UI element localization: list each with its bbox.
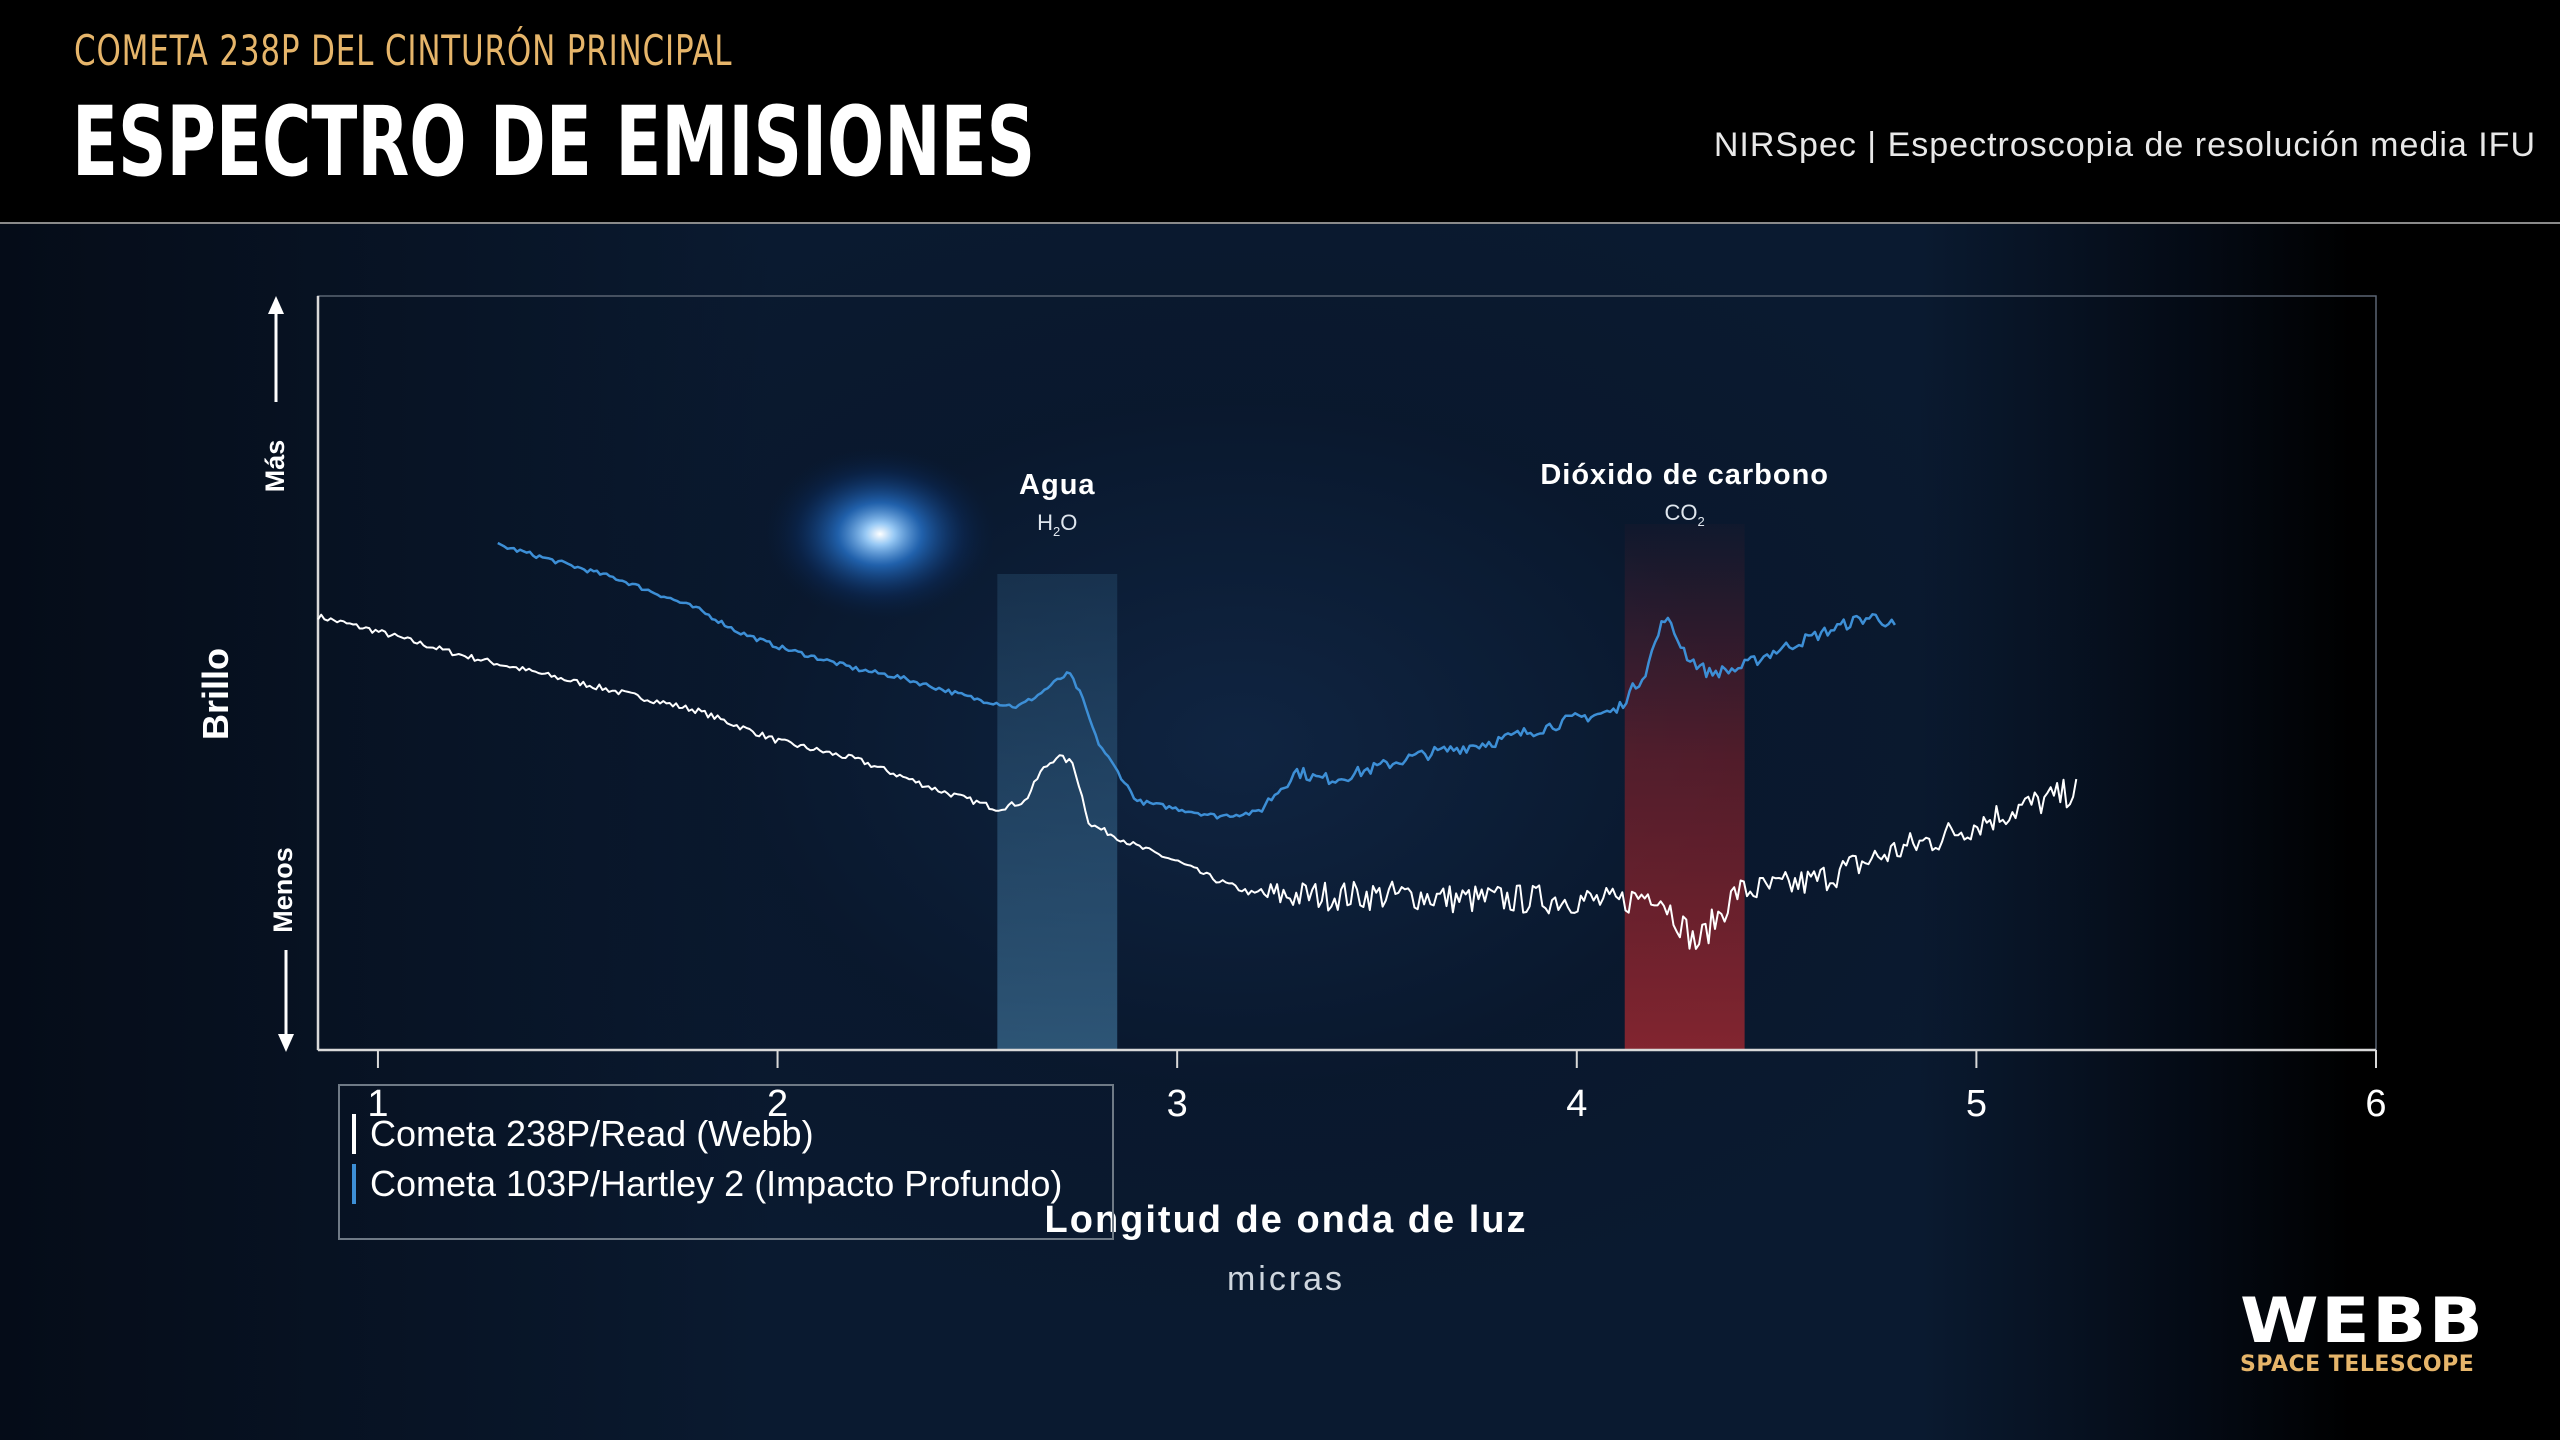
series-line-webb (317, 613, 2078, 950)
x-tick-label-5: 5 (1966, 1083, 1987, 1125)
legend-swatch-deep-impact (352, 1164, 356, 1204)
x-axis-label: Longitud de onda de luz (1045, 1199, 1528, 1241)
co2-band (1624, 524, 1745, 1050)
x-tick-label-3: 3 (1167, 1083, 1188, 1125)
x-tick-label-4: 4 (1566, 1083, 1587, 1125)
legend-swatch-webb (352, 1114, 356, 1154)
series-line-deep-impact (497, 541, 1896, 820)
webb-logo: WEBB SPACE TELESCOPE (2240, 1290, 2500, 1380)
y-axis-label: Brillo (195, 648, 236, 740)
water-band-label: Agua (1019, 469, 1096, 501)
y-low-label: Menos (268, 847, 298, 933)
logo-word: WEBB (2240, 1284, 2486, 1357)
x-tick-label-2: 2 (767, 1083, 788, 1125)
water-formula: H2O (1037, 510, 1077, 539)
co2-band-label: Dióxido de carbono (1540, 459, 1829, 491)
co2-formula: CO2 (1665, 500, 1705, 529)
x-tick-label-1: 1 (367, 1083, 388, 1125)
legend-item-webb: Cometa 238P/Read (Webb) (352, 1112, 814, 1156)
comet-image (760, 444, 1000, 624)
instrument-label: NIRSpec | Espectroscopia de resolución m… (1713, 126, 2536, 164)
emission-spectrum-chart: 1 2 3 4 5 6 Agua H2O Dióxido de carbono CO2 Longi… (195, 295, 2387, 1298)
logo-subtitle: SPACE TELESCOPE (2240, 1352, 2475, 1377)
y-high-label: Más (260, 440, 290, 493)
plot-frame (317, 295, 2377, 1051)
header: COMETA 238P DEL CINTURÓN PRINCIPAL ESPEC… (0, 0, 2560, 224)
arrow-down-icon (278, 1034, 294, 1052)
chart-area: 1 2 3 4 5 6 Agua H2O Dióxido de carbono CO2 Longi… (0, 224, 2560, 1440)
page-supertitle: COMETA 238P DEL CINTURÓN PRINCIPAL (74, 26, 733, 75)
water-band (997, 574, 1118, 1050)
legend-label-deep-impact: Cometa 103P/Hartley 2 (Impacto Profundo) (370, 1163, 1063, 1204)
legend-label-webb: Cometa 238P/Read (Webb) (370, 1113, 814, 1154)
legend-item-deep-impact: Cometa 103P/Hartley 2 (Impacto Profundo) (352, 1162, 1062, 1206)
arrow-up-icon (268, 296, 284, 314)
x-tick-label-6: 6 (2365, 1083, 2386, 1125)
chart-legend: Cometa 238P/Read (Webb) Cometa 103P/Hart… (338, 1084, 1114, 1240)
x-axis-unit: micras (1227, 1260, 1345, 1298)
page-title: ESPECTRO DE EMISIONES (72, 86, 1036, 198)
